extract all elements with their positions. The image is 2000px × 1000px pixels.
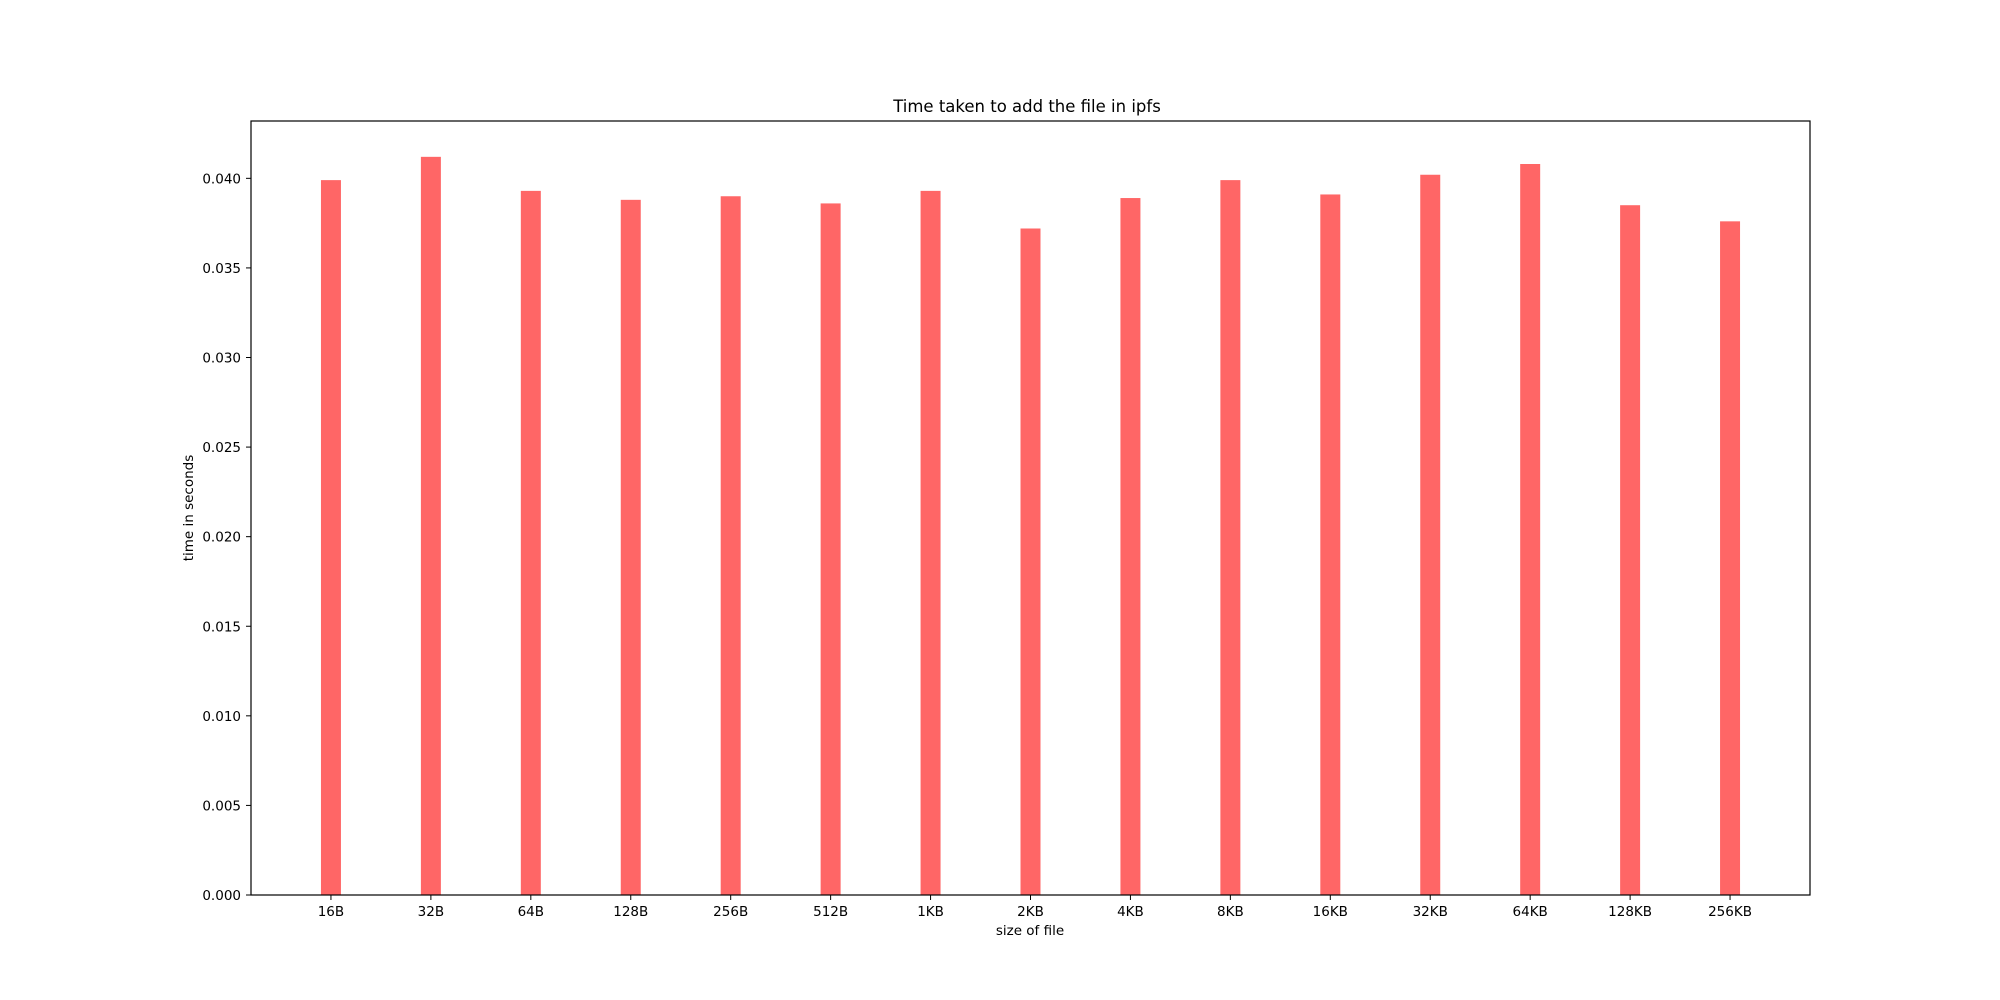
x-tick-label: 256KB — [1708, 904, 1752, 920]
x-axis: 16B 32B 64B 128B 256B 512B 1KB 2KB 4KB 8KB 16KB 32K… — [318, 895, 1752, 920]
x-tick-label: 512B — [813, 904, 848, 920]
x-tick-label: 16KB — [1313, 904, 1348, 920]
y-tick-label: 0.005 — [202, 798, 241, 814]
bars-group — [320, 156, 1741, 896]
x-tick-label: 1KB — [917, 904, 944, 920]
y-tick-label: 0.040 — [202, 171, 241, 187]
bar-256B — [720, 196, 741, 895]
bar-128KB — [1620, 205, 1641, 896]
y-tick-label: 0.010 — [202, 709, 241, 725]
bar-16B — [320, 180, 341, 895]
bar-2KB — [1020, 228, 1041, 895]
y-axis-label: time in seconds — [181, 455, 197, 562]
y-tick-label: 0.030 — [202, 351, 241, 367]
bar-512B — [820, 203, 841, 895]
x-tick-label: 16B — [318, 904, 344, 920]
x-tick-label: 32KB — [1413, 904, 1448, 920]
x-tick-label: 32B — [418, 904, 444, 920]
x-tick-label: 128KB — [1608, 904, 1652, 920]
bar-1KB — [920, 190, 941, 895]
chart-title: Time taken to add the file in ipfs — [892, 97, 1161, 116]
x-tick-label: 64KB — [1513, 904, 1548, 920]
bar-32KB — [1420, 174, 1441, 895]
bar-64KB — [1520, 164, 1541, 895]
bar-128B — [620, 199, 641, 896]
y-tick-label: 0.000 — [202, 888, 241, 904]
x-tick-label: 8KB — [1217, 904, 1244, 920]
bar-4KB — [1120, 198, 1141, 895]
y-tick-label: 0.025 — [202, 440, 241, 456]
y-tick-label: 0.035 — [202, 261, 241, 277]
y-tick-label: 0.020 — [202, 530, 241, 546]
bar-32B — [420, 156, 441, 896]
x-tick-label: 128B — [613, 904, 648, 920]
y-tick-label: 0.015 — [202, 619, 241, 635]
x-tick-label: 256B — [713, 904, 748, 920]
bar-256KB — [1720, 221, 1741, 896]
bar-64B — [520, 190, 541, 895]
bar-16KB — [1320, 194, 1341, 896]
x-tick-label: 64B — [518, 904, 544, 920]
x-axis-label: size of file — [996, 923, 1064, 939]
bar-8KB — [1220, 180, 1241, 895]
x-tick-label: 4KB — [1117, 904, 1144, 920]
x-tick-label: 2KB — [1017, 904, 1044, 920]
y-axis: 0.000 0.005 0.010 0.015 0.020 0.025 0.030 0.035… — [202, 171, 251, 904]
